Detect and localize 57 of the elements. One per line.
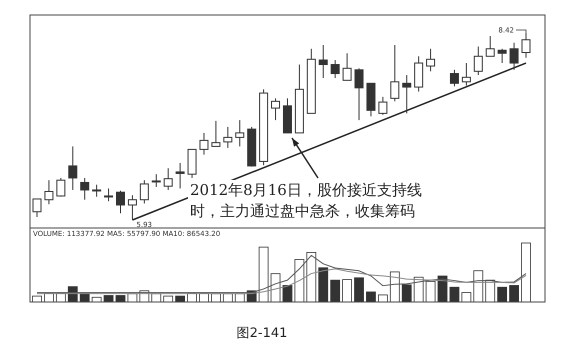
bar	[294, 259, 304, 302]
candlestick	[199, 132, 208, 156]
candlestick	[164, 168, 173, 190]
bar	[426, 280, 436, 302]
candlestick	[211, 120, 220, 147]
candlestick	[462, 62, 471, 86]
bar	[32, 296, 42, 302]
candlestick	[330, 60, 340, 79]
candlestick	[176, 162, 185, 189]
bar	[438, 276, 448, 302]
candlestick	[32, 198, 42, 218]
candlestick	[128, 194, 137, 220]
candlestick	[390, 44, 400, 102]
candlestick	[92, 184, 102, 198]
candlestick	[152, 174, 161, 188]
bar	[509, 285, 519, 302]
bar	[104, 295, 114, 302]
candlestick	[378, 96, 388, 116]
bar	[318, 267, 328, 302]
candlestick	[486, 36, 495, 57]
bar	[461, 292, 472, 302]
bar	[258, 246, 269, 302]
candlestick	[474, 46, 483, 76]
bar	[342, 279, 352, 302]
bar	[354, 277, 364, 302]
bar	[175, 296, 186, 302]
bar	[306, 252, 316, 302]
candlestick	[450, 69, 459, 87]
bar	[450, 286, 460, 302]
bar	[282, 285, 292, 302]
candlestick	[426, 48, 436, 72]
candlestick	[80, 177, 90, 200]
candlestick	[223, 126, 232, 148]
bar	[116, 295, 126, 302]
candlestick	[116, 190, 125, 214]
bar	[497, 286, 508, 302]
candlestick	[342, 52, 352, 81]
candlestick	[354, 68, 364, 121]
candlestick	[44, 180, 54, 205]
candlestick	[140, 180, 149, 204]
candlestick	[68, 146, 78, 190]
candlestick	[498, 48, 507, 64]
candlestick	[235, 120, 244, 147]
candlestick	[402, 74, 412, 114]
candlestick	[104, 188, 114, 202]
bar	[330, 280, 340, 302]
candlestick	[56, 177, 66, 198]
candlestick	[271, 98, 280, 121]
bar	[270, 273, 280, 302]
caption: 图2-141	[236, 326, 288, 341]
annotation: 2012年8月16日，股价接近支持线时，主力通过盘中急杀，收集筹码	[188, 180, 442, 222]
bar	[378, 294, 388, 302]
bar	[521, 242, 531, 302]
candlestick	[318, 44, 328, 79]
candlestick	[510, 42, 519, 70]
bar	[402, 284, 412, 302]
bar	[366, 292, 376, 302]
